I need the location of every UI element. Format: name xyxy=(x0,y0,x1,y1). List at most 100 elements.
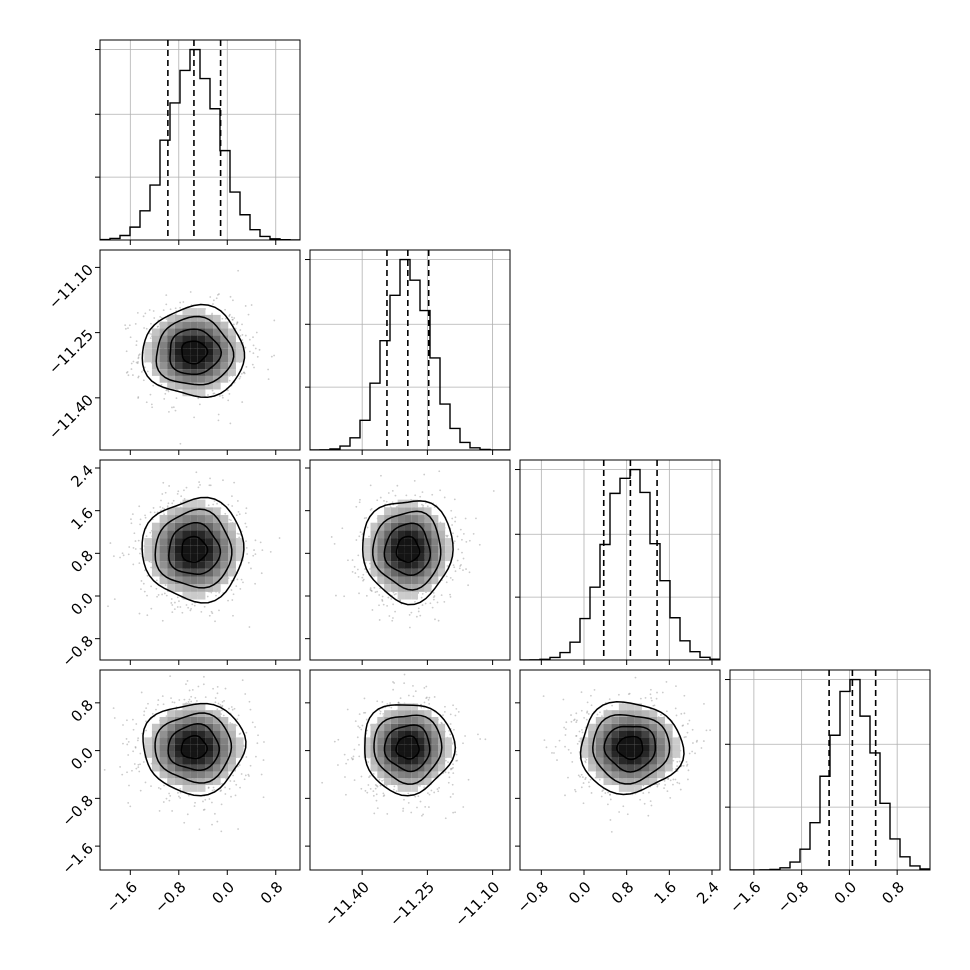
sample-point xyxy=(440,594,443,597)
sample-point xyxy=(383,499,385,502)
density-cell xyxy=(404,568,412,577)
sample-point xyxy=(233,317,236,319)
sample-point xyxy=(199,484,201,486)
sample-point xyxy=(245,756,248,758)
density-cell xyxy=(220,744,229,752)
sample-point xyxy=(467,584,470,587)
sample-point xyxy=(178,600,180,603)
sample-point xyxy=(180,501,182,504)
sample-point xyxy=(148,560,151,563)
density-cell xyxy=(205,348,214,356)
density-cell xyxy=(190,382,198,390)
density-cell xyxy=(190,515,198,523)
sample-point xyxy=(221,704,224,707)
sample-point xyxy=(195,700,198,702)
sample-point xyxy=(416,806,418,809)
sample-point xyxy=(190,700,193,703)
density-cell xyxy=(167,576,175,585)
sample-point xyxy=(392,681,394,683)
sample-point xyxy=(450,767,452,770)
sample-point xyxy=(206,595,209,598)
density-cell xyxy=(144,744,152,752)
sample-point xyxy=(198,403,201,406)
sample-point xyxy=(358,726,361,729)
sample-point xyxy=(238,377,241,380)
sample-point xyxy=(209,296,212,298)
density-cell xyxy=(213,328,221,336)
sample-point xyxy=(256,742,259,745)
sample-point xyxy=(211,789,214,792)
sample-point xyxy=(127,741,130,743)
sample-point xyxy=(231,318,234,321)
density-cell xyxy=(151,369,160,376)
density-cell xyxy=(220,771,229,779)
sample-point xyxy=(462,806,465,808)
sample-point xyxy=(251,721,254,724)
density-cell xyxy=(411,545,418,554)
sample-point xyxy=(163,784,165,787)
sample-point xyxy=(410,611,413,614)
sample-point xyxy=(103,769,106,771)
density-cell xyxy=(174,321,183,329)
density-cell xyxy=(235,355,244,363)
sample-point xyxy=(134,746,137,749)
density-cell xyxy=(190,723,198,731)
density-cell xyxy=(220,321,229,329)
sample-point xyxy=(422,504,425,507)
density-cell xyxy=(220,730,229,738)
sample-point xyxy=(382,792,385,795)
density-cell xyxy=(377,553,385,562)
sample-point xyxy=(376,807,379,809)
sample-point xyxy=(188,689,191,692)
sample-point xyxy=(122,742,124,745)
density-cell xyxy=(197,785,206,792)
sample-point xyxy=(351,570,354,573)
sample-point xyxy=(198,828,201,831)
sample-point xyxy=(220,830,223,833)
sample-point xyxy=(244,774,247,777)
sample-point xyxy=(361,533,364,536)
sample-point xyxy=(166,505,169,508)
sample-point xyxy=(175,313,177,315)
sample-point xyxy=(138,353,141,356)
sample-point xyxy=(397,701,400,704)
density-cell xyxy=(174,744,183,752)
sample-point xyxy=(216,692,219,695)
sample-point xyxy=(245,731,248,734)
density-cell xyxy=(144,342,152,349)
density-cell xyxy=(205,369,214,376)
panel-frame xyxy=(99,459,301,661)
density-cell xyxy=(174,314,183,322)
sample-point xyxy=(221,394,224,397)
sample-point xyxy=(427,698,430,701)
sample-point xyxy=(134,746,137,748)
sample-point xyxy=(361,576,364,579)
density-cell xyxy=(174,771,183,779)
sample-point xyxy=(447,761,449,764)
density-cell xyxy=(438,568,446,577)
sample-point xyxy=(164,584,167,586)
sample-point xyxy=(468,539,471,542)
sample-point xyxy=(209,484,212,487)
density-cell xyxy=(190,764,198,772)
density-cell xyxy=(228,362,236,370)
sample-point xyxy=(363,711,365,714)
density-cell xyxy=(205,382,214,390)
density-cell xyxy=(190,308,198,315)
density-cell xyxy=(438,530,446,539)
sample-point xyxy=(365,594,368,597)
sample-point xyxy=(244,305,247,307)
density-cell xyxy=(384,584,391,592)
sample-point xyxy=(452,766,454,769)
sample-point xyxy=(245,525,248,528)
sample-point xyxy=(263,741,265,743)
sample-point xyxy=(176,606,179,608)
density-cell xyxy=(167,314,175,322)
sample-point xyxy=(194,801,196,804)
sample-point xyxy=(219,703,222,706)
sample-point xyxy=(464,735,466,737)
sample-point xyxy=(244,346,247,349)
sample-point xyxy=(436,601,439,604)
sample-point xyxy=(393,785,396,788)
density-cell xyxy=(197,723,206,731)
